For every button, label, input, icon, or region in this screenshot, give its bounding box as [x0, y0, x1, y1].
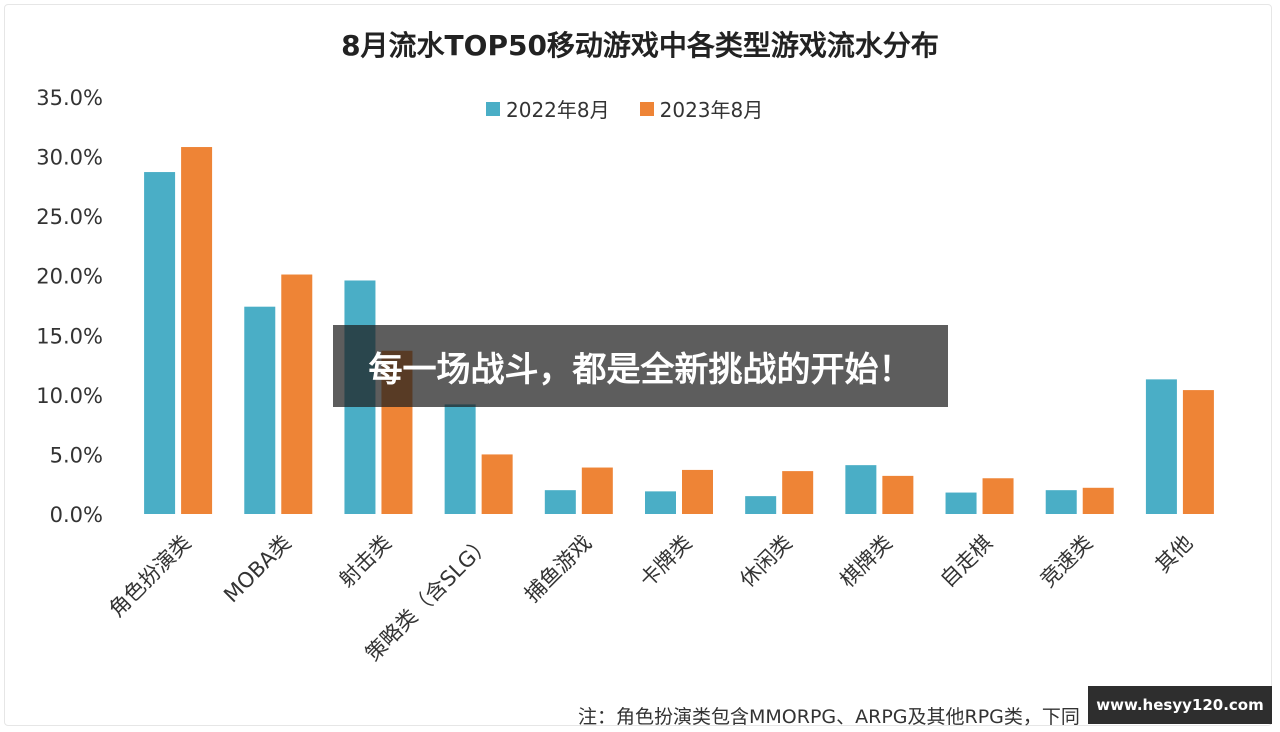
bar-2022: [745, 496, 777, 514]
bar-2022: [945, 492, 977, 514]
y-tick-label: 35.0%: [36, 86, 103, 110]
chart-footnote: 注：角色扮演类包含MMORPG、ARPG及其他RPG类，下同: [578, 706, 1080, 728]
bar-2023: [982, 478, 1014, 514]
chart-legend: 2022年8月 2023年8月: [486, 94, 763, 123]
bar-2022: [544, 490, 576, 514]
y-tick-label: 30.0%: [36, 146, 103, 170]
bar-2023: [581, 467, 613, 514]
x-tick-label: 卡牌类: [635, 531, 697, 593]
y-tick-label: 15.0%: [36, 324, 103, 348]
bar-2023: [1082, 487, 1114, 514]
legend-swatch-2023: [639, 101, 654, 116]
bar-2022: [244, 306, 276, 514]
chart-title: 8月流水TOP50移动游戏中各类型游戏流水分布: [341, 29, 939, 62]
site-watermark: www.hesyy120.com: [1088, 686, 1272, 724]
caption-overlay: 每一场战斗，都是全新挑战的开始！: [333, 325, 948, 407]
bar-2022: [645, 491, 676, 514]
chart-frame: [4, 4, 1272, 726]
bar-2023: [882, 475, 914, 514]
bar-2022: [845, 465, 877, 514]
y-tick-label: 25.0%: [36, 205, 103, 229]
y-tick-label: 20.0%: [36, 265, 103, 289]
legend-item-2023: 2023年8月: [639, 94, 764, 123]
y-tick-label: 0.0%: [50, 503, 103, 527]
legend-item-2022: 2022年8月: [486, 94, 610, 123]
bar-2023: [682, 469, 713, 514]
bar-2023: [1182, 390, 1214, 514]
y-tick-label: 5.0%: [50, 443, 103, 467]
x-tick-label: 竞速类: [1036, 531, 1098, 593]
y-tick-label: 10.0%: [36, 384, 103, 408]
bar-2023: [181, 147, 213, 515]
x-tick-label: 射击类: [334, 531, 396, 593]
bar-2022: [1145, 379, 1177, 514]
x-tick-label: 自走棋: [936, 531, 998, 593]
legend-label-2022: 2022年8月: [506, 98, 610, 122]
bar-2022: [444, 404, 476, 514]
bar-2022: [1045, 490, 1077, 514]
bar-2023: [281, 274, 313, 514]
legend-label-2023: 2023年8月: [659, 98, 764, 122]
bar-2023: [481, 454, 513, 514]
x-tick-label: 角色扮演类: [104, 531, 195, 622]
bar-2022: [144, 172, 176, 514]
bar-2023: [782, 471, 814, 514]
x-tick-label: MOBA类: [219, 531, 296, 608]
x-tick-label: 捕鱼游戏: [520, 531, 596, 607]
legend-swatch-2022: [486, 101, 500, 116]
x-tick-label: 棋牌类: [835, 531, 897, 593]
x-tick-label: 其他: [1151, 531, 1198, 578]
x-tick-label: 休闲类: [735, 531, 797, 593]
caption-overlay-text: 每一场战斗，都是全新挑战的开始！: [368, 349, 913, 390]
